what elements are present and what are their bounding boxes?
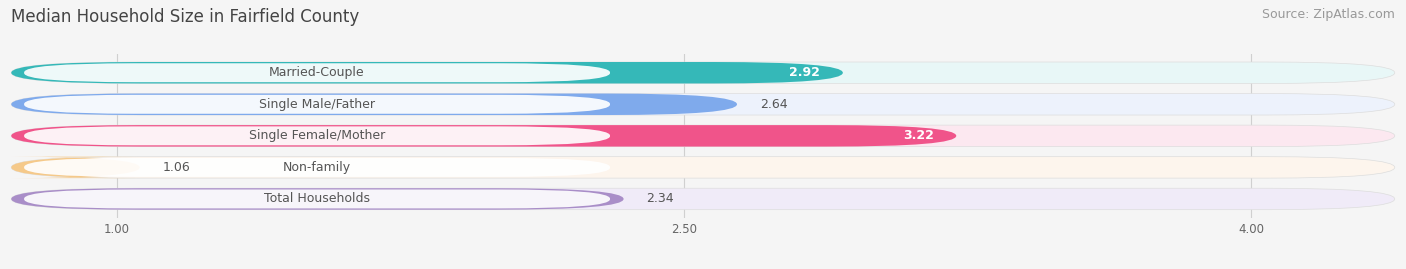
Text: Non-family: Non-family (283, 161, 352, 174)
FancyBboxPatch shape (11, 157, 1395, 178)
FancyBboxPatch shape (24, 126, 610, 145)
FancyBboxPatch shape (11, 157, 139, 178)
Text: 2.92: 2.92 (789, 66, 820, 79)
FancyBboxPatch shape (11, 125, 1395, 147)
Text: Single Female/Mother: Single Female/Mother (249, 129, 385, 142)
FancyBboxPatch shape (11, 125, 956, 147)
Text: Single Male/Father: Single Male/Father (259, 98, 375, 111)
FancyBboxPatch shape (11, 62, 1395, 83)
FancyBboxPatch shape (24, 189, 610, 208)
FancyBboxPatch shape (11, 62, 842, 83)
FancyBboxPatch shape (11, 94, 737, 115)
FancyBboxPatch shape (24, 158, 610, 177)
Text: Married-Couple: Married-Couple (269, 66, 366, 79)
Text: 2.64: 2.64 (759, 98, 787, 111)
FancyBboxPatch shape (24, 95, 610, 114)
Text: Source: ZipAtlas.com: Source: ZipAtlas.com (1261, 8, 1395, 21)
Text: 1.06: 1.06 (163, 161, 190, 174)
FancyBboxPatch shape (24, 63, 610, 82)
FancyBboxPatch shape (11, 188, 624, 210)
Text: 2.34: 2.34 (647, 192, 673, 206)
FancyBboxPatch shape (11, 94, 1395, 115)
Text: Total Households: Total Households (264, 192, 370, 206)
Text: 3.22: 3.22 (903, 129, 934, 142)
FancyBboxPatch shape (11, 188, 1395, 210)
Text: Median Household Size in Fairfield County: Median Household Size in Fairfield Count… (11, 8, 360, 26)
